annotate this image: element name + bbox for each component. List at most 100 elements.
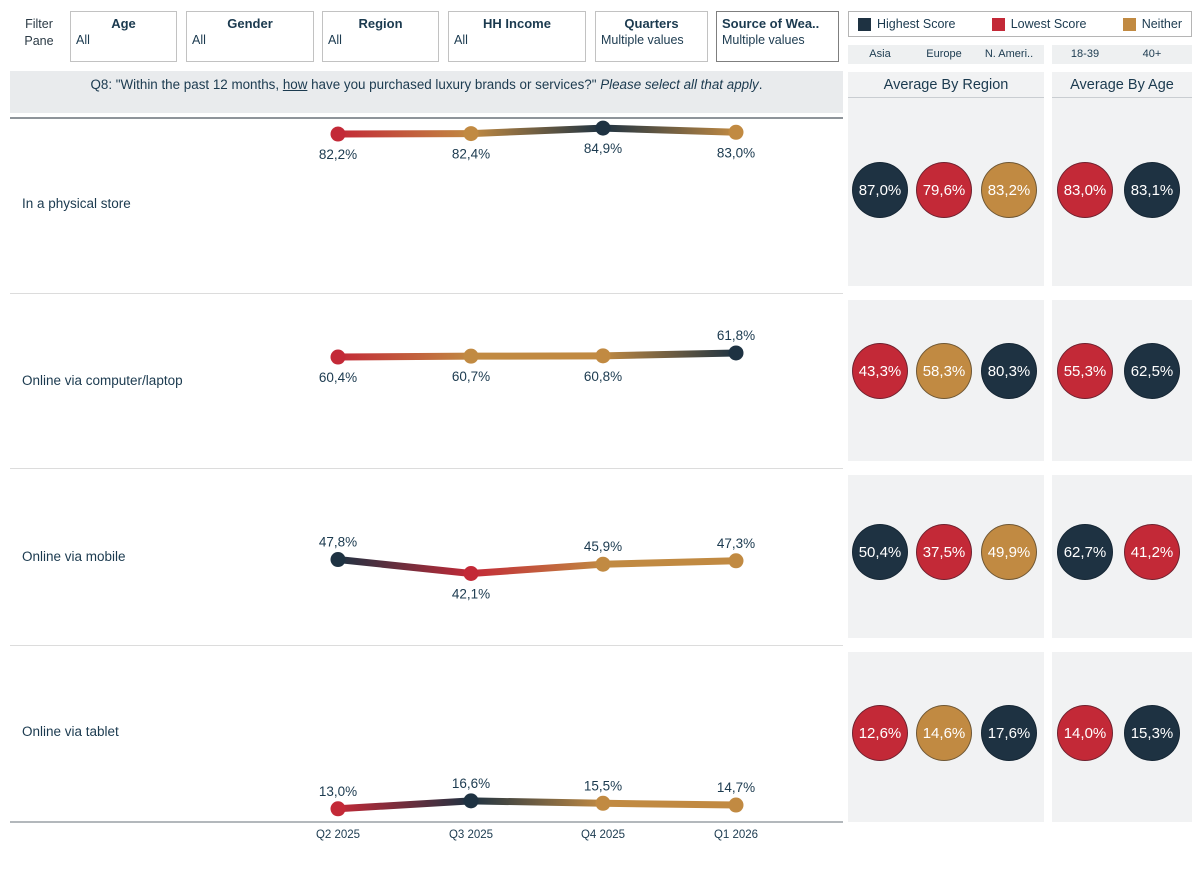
data-point[interactable] xyxy=(595,120,611,136)
data-point[interactable] xyxy=(595,795,611,811)
legend-swatch-icon xyxy=(858,17,871,31)
value-label: 82,4% xyxy=(452,147,490,162)
filter-gender[interactable]: Gender All xyxy=(186,11,314,62)
trend-line-chart: 82,2% 82,4% 84,9% 83,0% 60,4% 60,7% 60,8% 61,8%… xyxy=(10,120,843,841)
value-label: 60,7% xyxy=(452,369,490,384)
filter-hh-income[interactable]: HH Income All xyxy=(448,11,586,62)
value-label: 42,1% xyxy=(452,587,490,602)
value-label: 84,9% xyxy=(584,141,622,156)
filter-title: Source of Wea.. xyxy=(722,16,820,31)
score-circle-lowest[interactable]: 43,3% xyxy=(852,343,908,399)
legend-item-highest-score[interactable]: Highest Score xyxy=(858,17,956,31)
data-point[interactable] xyxy=(463,126,479,142)
filter-selected-value: All xyxy=(192,33,206,47)
score-circle-highest[interactable]: 17,6% xyxy=(981,705,1037,761)
score-circle-neither[interactable]: 14,6% xyxy=(916,705,972,761)
legend-label: Highest Score xyxy=(877,17,956,31)
data-point[interactable] xyxy=(330,801,346,817)
filter-region[interactable]: Region All xyxy=(322,11,439,62)
value-label: 60,8% xyxy=(584,369,622,384)
value-label: 47,8% xyxy=(319,535,357,550)
score-circle-lowest[interactable]: 79,6% xyxy=(916,162,972,218)
trend-segment xyxy=(470,560,604,577)
score-circle-highest[interactable]: 62,5% xyxy=(1124,343,1180,399)
score-circle-highest[interactable]: 87,0% xyxy=(852,162,908,218)
filter-source-of-wea[interactable]: Source of Wea.. Multiple values xyxy=(716,11,839,62)
filter-title: Quarters xyxy=(624,16,679,31)
trend-segment xyxy=(337,556,472,577)
data-point[interactable] xyxy=(330,126,346,142)
question-underlined-word: how xyxy=(282,77,308,92)
score-circle-highest[interactable]: 50,4% xyxy=(852,524,908,580)
question-text: Q8: "Within the past 12 months, how have… xyxy=(10,71,843,113)
score-circle-lowest[interactable]: 12,6% xyxy=(852,705,908,761)
trend-segment xyxy=(602,124,737,136)
data-point[interactable] xyxy=(728,797,744,813)
filter-title: Age xyxy=(111,16,136,31)
data-point[interactable] xyxy=(330,349,346,365)
score-circle-lowest[interactable]: 83,0% xyxy=(1057,162,1113,218)
row-label-online-via-computer-laptop: Online via computer/laptop xyxy=(22,373,183,388)
legend-label: Lowest Score xyxy=(1010,17,1087,31)
score-circle-highest[interactable]: 83,1% xyxy=(1124,162,1180,218)
trend-segment xyxy=(602,557,737,568)
score-circle-lowest[interactable]: 37,5% xyxy=(916,524,972,580)
filter-selected-value: Multiple values xyxy=(722,33,805,47)
data-point[interactable] xyxy=(463,348,479,364)
filter-age[interactable]: Age All xyxy=(70,11,177,62)
score-circle-lowest[interactable]: 41,2% xyxy=(1124,524,1180,580)
trend-segment xyxy=(337,797,472,813)
value-label: 15,5% xyxy=(584,778,622,793)
data-point[interactable] xyxy=(330,552,346,568)
panel-row-gap xyxy=(1052,461,1192,475)
column-header-n-ameri: N. Ameri.. xyxy=(984,48,1034,60)
panel-row-gap xyxy=(848,461,1044,475)
value-label: 13,0% xyxy=(319,784,357,799)
score-legend: Highest Score Lowest Score Neither xyxy=(848,11,1192,37)
data-point[interactable] xyxy=(463,793,479,809)
question-separator-line xyxy=(10,117,843,119)
filter-title: Region xyxy=(358,16,403,31)
score-circle-neither[interactable]: 49,9% xyxy=(981,524,1037,580)
question-suffix: . xyxy=(758,77,763,92)
trend-segment xyxy=(337,352,472,361)
region-column-headers: Asia Europe N. Ameri.. xyxy=(848,45,1044,64)
data-point[interactable] xyxy=(463,566,479,582)
row-label-online-via-mobile: Online via mobile xyxy=(22,549,126,564)
data-point[interactable] xyxy=(728,345,744,361)
filter-selected-value: Multiple values xyxy=(601,33,684,47)
panel-row-gap xyxy=(848,286,1044,300)
column-header-40: 40+ xyxy=(1142,48,1162,60)
column-header-asia: Asia xyxy=(869,48,891,60)
age-column-headers: 18-39 40+ xyxy=(1052,45,1192,64)
filter-selected-value: All xyxy=(328,33,342,47)
question-part1: Q8: "Within the past 12 months, xyxy=(90,77,283,92)
score-circle-neither[interactable]: 83,2% xyxy=(981,162,1037,218)
trend-segment xyxy=(470,797,604,807)
x-axis-label: Q4 2025 xyxy=(581,829,625,841)
legend-swatch-icon xyxy=(991,17,1005,31)
data-point[interactable] xyxy=(595,348,611,364)
value-label: 82,2% xyxy=(319,147,357,162)
data-point[interactable] xyxy=(728,553,744,569)
panel-row-gap xyxy=(848,638,1044,652)
filter-quarters[interactable]: Quarters Multiple values xyxy=(595,11,708,62)
trend-segment xyxy=(602,349,737,360)
legend-item-lowest-score[interactable]: Lowest Score xyxy=(991,17,1087,31)
data-point[interactable] xyxy=(595,556,611,572)
average-by-region-title: Average By Region xyxy=(848,72,1044,98)
value-label: 45,9% xyxy=(584,539,622,554)
filter-title: HH Income xyxy=(483,16,551,31)
value-label: 14,7% xyxy=(717,780,755,795)
score-circle-neither[interactable]: 58,3% xyxy=(916,343,972,399)
score-circle-highest[interactable]: 15,3% xyxy=(1124,705,1180,761)
data-point[interactable] xyxy=(728,124,744,140)
score-circle-highest[interactable]: 62,7% xyxy=(1057,524,1113,580)
score-circle-highest[interactable]: 80,3% xyxy=(981,343,1037,399)
score-circle-lowest[interactable]: 55,3% xyxy=(1057,343,1113,399)
legend-swatch-icon xyxy=(1122,17,1136,31)
value-label: 47,3% xyxy=(717,536,755,551)
legend-item-neither[interactable]: Neither xyxy=(1122,17,1182,31)
score-circle-lowest[interactable]: 14,0% xyxy=(1057,705,1113,761)
